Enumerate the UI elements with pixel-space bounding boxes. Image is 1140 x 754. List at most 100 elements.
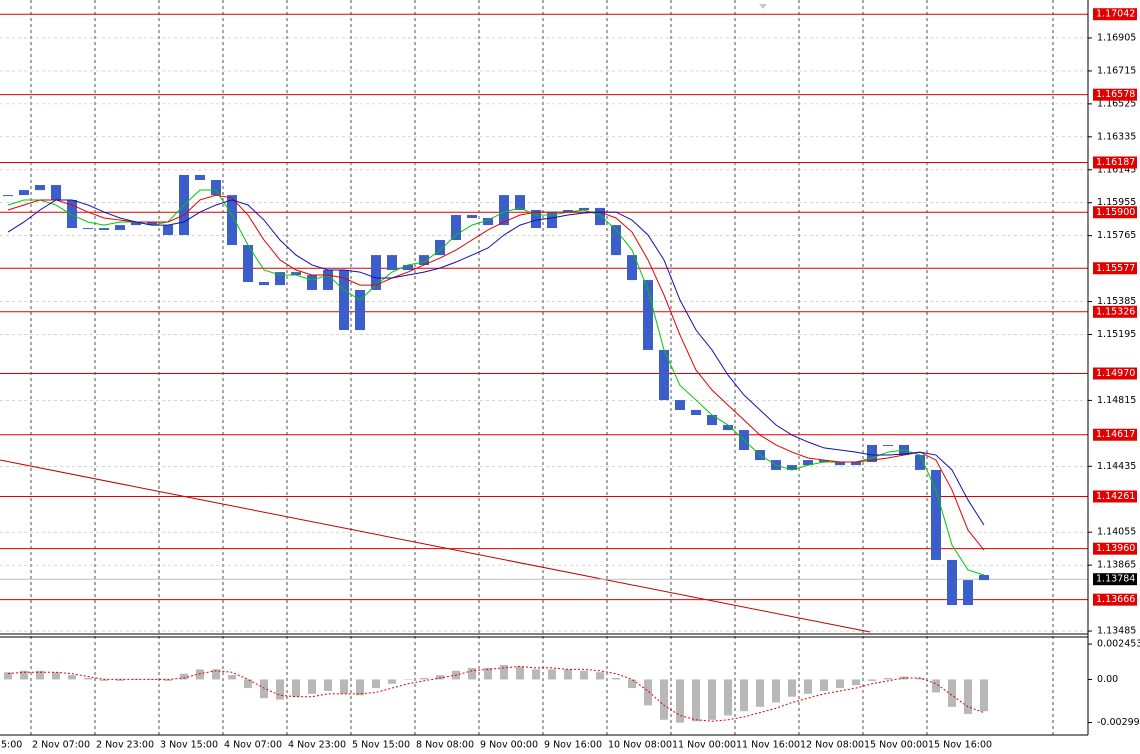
- histogram-bar: [788, 679, 796, 697]
- y-tick-label: 1.16525: [1097, 98, 1136, 109]
- histogram-bar: [740, 679, 748, 712]
- candle-body: [515, 195, 525, 211]
- x-tick-label: 5 Nov 15:00: [352, 740, 410, 751]
- level-label-box: [1093, 367, 1137, 380]
- shift-marker: [759, 4, 767, 9]
- y-tick-label: 1.13485: [1097, 626, 1136, 637]
- candle-body: [99, 228, 109, 230]
- candle-body: [227, 195, 237, 246]
- candle-body: [819, 460, 829, 462]
- histogram-bar: [372, 679, 380, 689]
- level-label: 1.16187: [1096, 157, 1135, 168]
- level-label-box: [1093, 156, 1137, 169]
- level-label: 1.13960: [1096, 543, 1135, 554]
- y-tick-label: 1.16145: [1097, 164, 1136, 175]
- x-tick-label: 11 Nov 00:00: [672, 740, 736, 751]
- current-price-box: [1093, 573, 1137, 586]
- candle-body: [979, 575, 989, 581]
- histogram-bar: [852, 679, 860, 686]
- candle-body: [83, 228, 93, 230]
- grid: [0, 0, 1088, 735]
- price-axis: 5:00 2 Nov 07:00 2 Nov 23:00 3 Nov 15:00 4 N…: [1, 8, 1140, 751]
- candle-body: [675, 400, 685, 410]
- histogram-bar: [596, 672, 604, 680]
- indicator-tick-label: -0.002991: [1097, 717, 1140, 728]
- candle-body: [579, 207, 589, 211]
- histogram-bar: [404, 679, 412, 680]
- x-tick-label: 4 Nov 23:00: [288, 740, 346, 751]
- candle-body: [67, 199, 77, 229]
- x-tick-label: 15 Nov 00:00: [864, 740, 928, 751]
- histogram-bar: [644, 679, 652, 706]
- level-label: 1.16578: [1096, 89, 1135, 100]
- level-label: 1.17042: [1096, 9, 1135, 20]
- histogram-bar: [772, 679, 780, 703]
- histogram-bar: [932, 679, 940, 693]
- candle-body: [467, 215, 477, 218]
- level-label-box: [1093, 206, 1137, 219]
- histogram-bar: [500, 665, 508, 680]
- level-label-box: [1093, 428, 1137, 441]
- current-price-label: 1.13784: [1096, 574, 1135, 585]
- histogram-bar: [324, 679, 332, 691]
- histogram-bar: [756, 679, 764, 707]
- y-tick-label: 1.14435: [1097, 461, 1136, 472]
- candle-body: [915, 455, 925, 470]
- candle-body: [211, 180, 221, 196]
- candle-body: [3, 195, 13, 197]
- x-tick-label: 4 Nov 07:00: [224, 740, 282, 751]
- candle-body: [947, 559, 957, 606]
- candle-body: [19, 190, 29, 196]
- histogram-bar: [228, 675, 236, 680]
- candle-body: [707, 414, 717, 426]
- histogram-bar: [36, 670, 44, 680]
- x-tick-label: 9 Nov 00:00: [480, 740, 538, 751]
- histogram-bar: [548, 669, 556, 680]
- histogram-bar: [292, 679, 300, 697]
- level-label: 1.14261: [1096, 491, 1135, 502]
- histogram-bar: [964, 679, 972, 715]
- candle-body: [931, 469, 941, 560]
- histogram-bar: [676, 679, 684, 723]
- x-tick-label: 3 Nov 15:00: [160, 740, 218, 751]
- x-tick-label: 10 Nov 08:00: [608, 740, 672, 751]
- histogram-bar: [84, 677, 92, 680]
- histogram-bar: [628, 679, 636, 689]
- level-label-box: [1093, 88, 1137, 101]
- histogram-bar: [532, 669, 540, 680]
- histogram-bar: [260, 679, 268, 699]
- x-tick-label: 9 Nov 16:00: [544, 740, 602, 751]
- candle-body: [659, 349, 669, 401]
- indicator-tick-label: 0.002453: [1097, 639, 1140, 650]
- candle-body: [531, 210, 541, 229]
- signal-line: [7, 665, 985, 722]
- histogram-bar: [244, 679, 252, 689]
- candle-body: [611, 225, 621, 256]
- moving-average: [7, 194, 985, 551]
- histogram-bar: [212, 669, 220, 680]
- candle-body: [435, 240, 445, 256]
- candle-body: [691, 409, 701, 415]
- histogram-bar: [164, 679, 172, 681]
- y-tick-label: 1.13865: [1097, 560, 1136, 571]
- candle-body: [275, 272, 285, 286]
- x-tick-label: 2 Nov 07:00: [32, 740, 90, 751]
- histogram-bar: [356, 679, 364, 696]
- indicator-tick-label: 0.00: [1097, 674, 1118, 685]
- candle-body: [483, 217, 493, 226]
- histogram-bar: [804, 679, 812, 694]
- candle-body: [259, 281, 269, 286]
- histogram-bar: [308, 679, 316, 694]
- histogram-bar: [420, 677, 428, 680]
- candle-body: [51, 185, 61, 200]
- candle-body: [131, 221, 141, 226]
- histogram-bar: [884, 677, 892, 680]
- y-tick-label: 1.14055: [1097, 527, 1136, 538]
- y-tick-label: 1.15385: [1097, 296, 1136, 307]
- candle-body: [323, 270, 333, 290]
- x-tick-label: 2 Nov 23:00: [96, 740, 154, 751]
- histogram-bar: [276, 679, 284, 700]
- moving-average: [7, 199, 985, 526]
